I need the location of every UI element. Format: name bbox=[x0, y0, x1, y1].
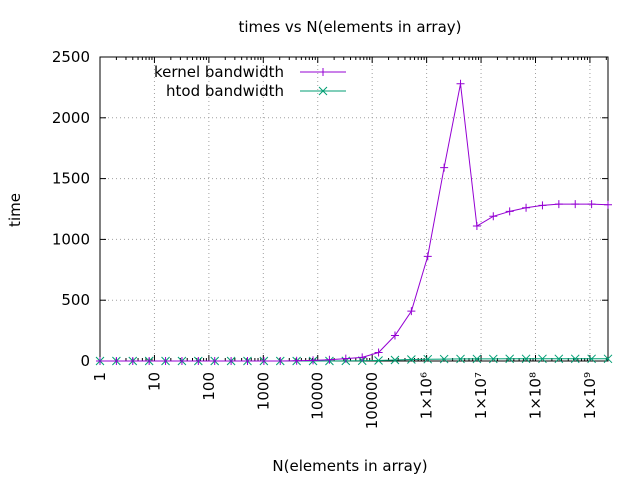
cross-marker bbox=[423, 354, 433, 364]
cross-marker bbox=[521, 354, 531, 364]
legend-label: kernel bandwidth bbox=[154, 63, 284, 81]
cross-marker bbox=[407, 355, 416, 364]
x-tick-label: 10000 bbox=[309, 372, 327, 420]
x-tick-label: 1×10⁹ bbox=[581, 372, 599, 419]
cross-marker bbox=[554, 354, 564, 364]
plus-marker bbox=[489, 212, 498, 221]
plus-marker bbox=[177, 357, 186, 365]
y-tick-label: 2000 bbox=[52, 109, 90, 127]
y-tick-label: 500 bbox=[61, 291, 90, 309]
plus-marker bbox=[472, 222, 481, 231]
plus-marker bbox=[243, 357, 252, 365]
plus-marker bbox=[522, 203, 531, 212]
cross-marker bbox=[456, 354, 465, 364]
cross-marker bbox=[374, 356, 383, 365]
plus-marker bbox=[96, 357, 104, 365]
x-tick-label: 1000 bbox=[254, 372, 272, 410]
plus-marker bbox=[292, 356, 301, 365]
plus-marker bbox=[341, 354, 350, 363]
plus-marker bbox=[456, 79, 465, 88]
cross-marker bbox=[538, 354, 547, 364]
plus-marker bbox=[161, 357, 170, 365]
plus-marker bbox=[112, 357, 121, 365]
cross-marker bbox=[488, 354, 498, 364]
x-axis-label: N(elements in array) bbox=[272, 457, 427, 475]
y-tick-label: 0 bbox=[80, 352, 90, 370]
y-tick-label: 1000 bbox=[52, 230, 90, 248]
chart-title: times vs N(elements in array) bbox=[238, 18, 461, 36]
x-tick-label: 1×10⁷ bbox=[472, 372, 490, 419]
plus-marker bbox=[440, 163, 449, 172]
cross-marker bbox=[439, 354, 449, 364]
plus-marker bbox=[145, 357, 154, 365]
cross-marker bbox=[472, 354, 482, 364]
series-layer bbox=[95, 79, 613, 366]
x-tick-label: 1×10⁸ bbox=[526, 372, 544, 419]
x-tick-label: 100000 bbox=[363, 372, 381, 429]
plus-marker bbox=[604, 200, 612, 209]
cross-marker bbox=[318, 86, 328, 96]
plus-marker bbox=[358, 353, 367, 362]
plus-marker bbox=[505, 207, 514, 216]
plot-frame bbox=[99, 56, 609, 362]
plus-marker bbox=[210, 357, 219, 365]
plus-marker bbox=[390, 331, 399, 340]
axis-ticks: 0 500 1000 1500 2000 2500 1 10 100 1000 10000 10000… bbox=[52, 48, 608, 429]
series-kernel-bandwidth bbox=[96, 79, 612, 365]
plus-marker bbox=[554, 200, 563, 209]
x-tick-label: 1 bbox=[91, 372, 109, 382]
plus-marker bbox=[319, 68, 327, 76]
cross-marker bbox=[570, 354, 580, 364]
plus-marker bbox=[276, 357, 285, 365]
plus-marker bbox=[571, 200, 580, 209]
plus-marker bbox=[309, 356, 318, 365]
cross-marker bbox=[390, 355, 400, 365]
y-tick-label: 2500 bbox=[52, 48, 90, 66]
plus-marker bbox=[325, 355, 334, 364]
y-tick-label: 1500 bbox=[52, 170, 90, 188]
y-axis-label: time bbox=[6, 193, 24, 227]
series-line bbox=[100, 83, 609, 362]
cross-marker bbox=[505, 354, 515, 364]
grid bbox=[100, 57, 608, 361]
plus-marker bbox=[587, 200, 596, 209]
plus-marker bbox=[194, 357, 203, 365]
plus-marker bbox=[538, 201, 547, 210]
series-htod-bandwidth bbox=[95, 354, 613, 366]
cross-marker bbox=[587, 354, 596, 364]
x-tick-label: 10 bbox=[145, 372, 163, 391]
x-tick-label: 100 bbox=[200, 372, 218, 401]
plus-marker bbox=[128, 357, 137, 365]
legend-label: htod bandwidth bbox=[166, 82, 284, 100]
cross-marker bbox=[603, 354, 613, 364]
plus-marker bbox=[259, 357, 268, 365]
plus-marker bbox=[423, 252, 432, 261]
plus-marker bbox=[227, 357, 236, 365]
x-tick-label: 1×10⁶ bbox=[418, 372, 436, 419]
plus-marker bbox=[407, 307, 416, 316]
plus-marker bbox=[374, 348, 383, 357]
